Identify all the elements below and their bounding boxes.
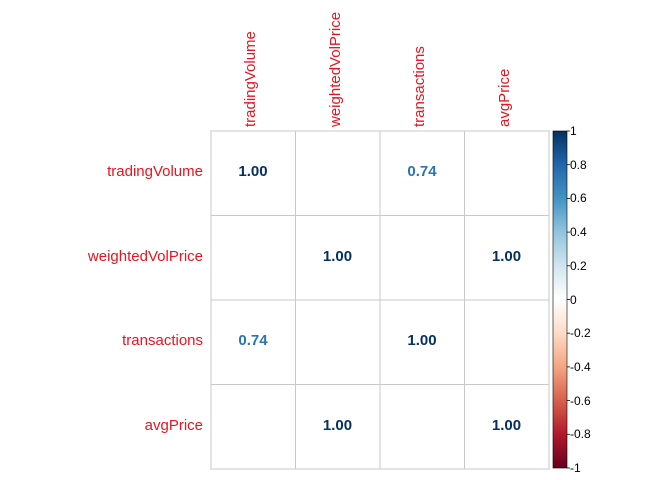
colorbar-tick-label: -0.6: [570, 393, 591, 408]
grid-cell: [295, 384, 381, 470]
grid-cell: [379, 384, 465, 470]
grid-cell: [210, 384, 296, 470]
colorbar-tick-label: 0.2: [570, 258, 587, 273]
grid-cell: [210, 215, 296, 301]
row-label: tradingVolume: [107, 163, 203, 181]
grid-cell: [210, 130, 296, 216]
row-label: weightedVolPrice: [87, 247, 203, 265]
colorbar-tick-label: 0.6: [570, 191, 587, 206]
colorbar-tick-label: 1: [570, 124, 577, 138]
cell-value: 1.00: [322, 247, 353, 265]
row-label: avgPrice: [144, 416, 203, 434]
cell-value: 1.00: [322, 416, 353, 434]
colorbar: [552, 130, 568, 469]
colorbar-tick-label: -1: [570, 461, 581, 475]
colorbar-tick-label: 0: [570, 292, 577, 307]
grid-cell: [295, 130, 381, 216]
colorbar-tick-label: -0.4: [570, 359, 591, 374]
grid-cell: [464, 130, 550, 216]
colorbar-tick-label: 0.4: [570, 225, 587, 240]
column-label: tradingVolume: [242, 31, 260, 127]
grid-cell: [379, 215, 465, 301]
cell-value: 0.74: [407, 163, 437, 181]
column-label: weightedVolPrice: [326, 11, 344, 127]
colorbar-tick-label: -0.8: [570, 427, 591, 442]
grid-cell: [464, 384, 550, 470]
cell-value: 0.74: [238, 332, 268, 350]
cell-value: 1.00: [491, 247, 522, 265]
grid-cell: [295, 215, 381, 301]
colorbar-tick-label: -0.2: [570, 326, 591, 341]
grid-cell: [464, 215, 550, 301]
cell-value: 1.00: [238, 163, 268, 181]
column-label: transactions: [411, 46, 429, 127]
cell-value: 1.00: [491, 416, 522, 434]
grid-cell: [464, 299, 550, 385]
column-label: avgPrice: [495, 68, 513, 127]
row-label: transactions: [122, 332, 203, 350]
colorbar-tick-label: 0.8: [570, 157, 587, 172]
cell-value: 1.00: [407, 332, 437, 350]
grid-cell: [379, 130, 465, 216]
grid-cell: [295, 299, 381, 385]
